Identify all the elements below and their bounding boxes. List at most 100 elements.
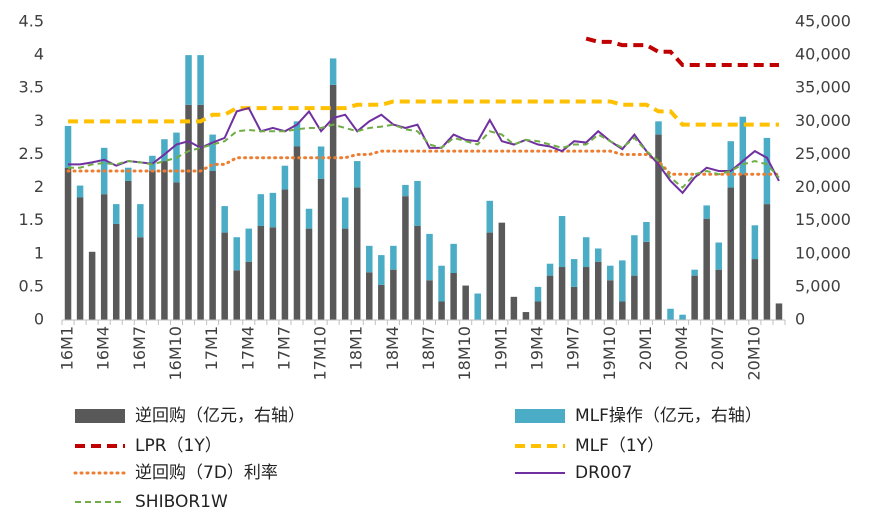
bar — [257, 194, 265, 226]
x-tick-label: 20M1 — [636, 326, 655, 370]
bar — [703, 218, 710, 320]
bar — [570, 286, 578, 320]
bar — [691, 275, 698, 320]
bar — [329, 58, 337, 85]
bar — [257, 225, 265, 320]
y-tick-label: 3.5 — [19, 78, 44, 97]
bar — [486, 200, 494, 233]
bar — [474, 293, 481, 320]
y2-tick-label: 45,000 — [795, 12, 851, 31]
bar — [414, 225, 421, 320]
bar — [631, 275, 638, 320]
legend-label: 逆回购（亿元，右轴） — [135, 406, 305, 426]
bar — [161, 139, 168, 162]
bar — [751, 259, 759, 320]
x-tick-label: 19M1 — [491, 326, 510, 370]
x-tick-label: 19M10 — [600, 326, 619, 381]
x-tick-label: 16M1 — [58, 326, 77, 370]
bar — [125, 180, 132, 320]
bar — [185, 55, 192, 105]
bar — [414, 180, 421, 226]
bar — [546, 263, 554, 276]
bar — [522, 312, 530, 320]
x-tick-label: 17M10 — [311, 326, 330, 381]
bar — [269, 227, 277, 320]
bar — [727, 141, 735, 188]
bar — [378, 255, 385, 285]
bar — [739, 174, 747, 320]
bar — [498, 222, 506, 320]
bar — [305, 228, 313, 320]
bar — [450, 243, 457, 273]
bar — [317, 146, 325, 179]
legend-label: SHIBOR1W — [135, 492, 228, 512]
bar — [221, 232, 228, 320]
y-tick-label: 0.5 — [19, 276, 44, 295]
y2-tick-label: 40,000 — [795, 45, 851, 64]
bar — [691, 269, 698, 276]
bar — [353, 187, 361, 320]
bar — [112, 204, 120, 224]
bar — [775, 303, 783, 320]
bar — [594, 248, 602, 262]
bar — [679, 314, 686, 320]
bar — [137, 237, 144, 320]
bar — [293, 121, 301, 147]
bar — [353, 161, 361, 188]
x-tick-label: 20M10 — [744, 326, 763, 381]
bar — [245, 228, 253, 262]
bar — [390, 245, 397, 270]
bar — [438, 301, 445, 320]
bar — [341, 197, 349, 229]
bar — [209, 134, 216, 171]
bar — [510, 296, 518, 320]
y-tick-label: 4.5 — [19, 12, 44, 31]
y2-tick-label: 10,000 — [795, 243, 851, 262]
bar — [137, 204, 144, 238]
bar — [594, 261, 602, 320]
bar — [341, 228, 349, 320]
y2-tick-label: 20,000 — [795, 177, 851, 196]
bar — [317, 178, 325, 320]
line-series — [68, 99, 779, 127]
bar — [426, 233, 433, 281]
x-tick-label: 16M4 — [94, 326, 113, 370]
x-tick-label: 18M7 — [419, 326, 438, 370]
bar — [161, 161, 168, 320]
bar — [100, 194, 108, 320]
x-tick-label: 16M10 — [166, 326, 185, 381]
bar — [570, 259, 578, 287]
y2-tick-label: 25,000 — [795, 144, 851, 163]
x-tick-label: 19M4 — [527, 326, 546, 370]
bar — [329, 84, 337, 321]
bar — [402, 184, 409, 197]
bar — [546, 275, 554, 320]
bar — [366, 245, 373, 273]
bar — [378, 284, 385, 320]
bar — [221, 206, 228, 233]
y-tick-label: 0 — [34, 310, 44, 329]
bar — [763, 137, 771, 205]
bar — [582, 267, 590, 320]
bar — [281, 189, 289, 320]
bar — [88, 251, 96, 320]
legend-swatch — [515, 409, 565, 423]
bar — [112, 223, 120, 320]
bar — [76, 185, 84, 198]
bar — [281, 165, 289, 190]
bar — [149, 171, 156, 320]
bar — [173, 182, 180, 320]
bar — [655, 134, 662, 320]
x-tick-label: 20M7 — [708, 326, 727, 370]
bar — [667, 308, 674, 320]
bar — [715, 242, 722, 270]
legend-label: LPR（1Y） — [135, 436, 222, 456]
y2-tick-label: 0 — [795, 310, 805, 329]
legend-label: MLF操作（亿元，右轴） — [575, 406, 762, 426]
x-tick-label: 17M4 — [238, 326, 257, 370]
bar — [76, 197, 84, 320]
line-series — [585, 36, 779, 68]
bar — [558, 267, 566, 320]
y-tick-label: 3 — [34, 111, 44, 130]
